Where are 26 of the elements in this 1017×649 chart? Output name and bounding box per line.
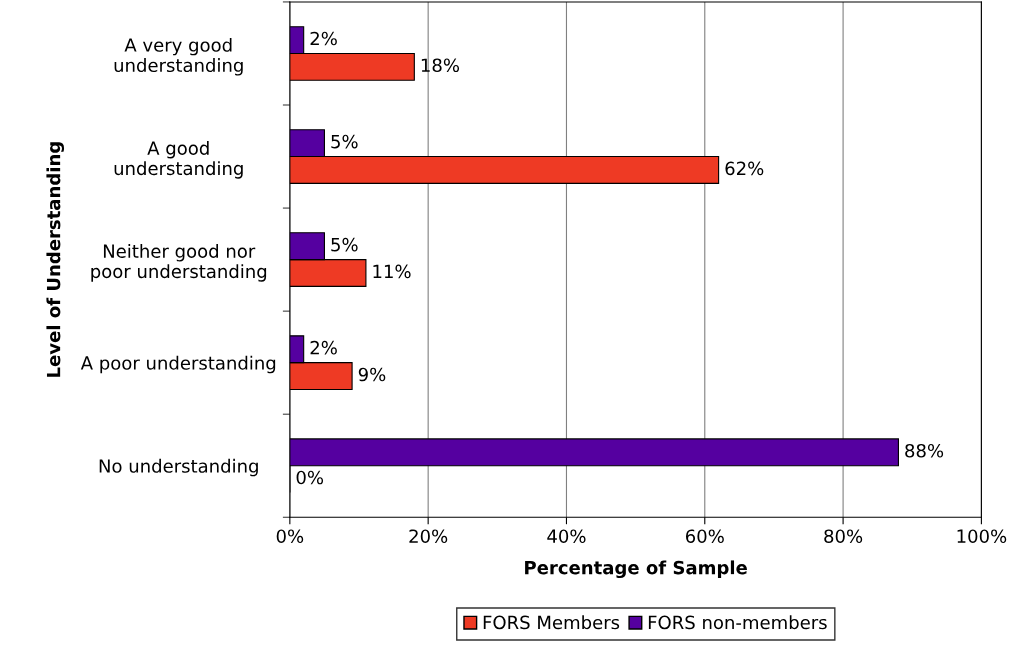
data-label: 62%	[725, 161, 764, 176]
y-tick-label: A good understanding	[114, 140, 243, 179]
x-tick-label: 100%	[957, 529, 1007, 544]
data-label: 0%	[296, 470, 324, 485]
bar	[289, 438, 899, 467]
y-tick-label: A poor understanding	[80, 355, 276, 374]
x-tick-label: 40%	[547, 529, 586, 544]
data-label: 9%	[358, 367, 386, 382]
data-label: 11%	[373, 264, 411, 279]
legend-label: FORS non-members	[648, 615, 827, 630]
legend-label: FORS Members	[483, 615, 620, 630]
x-tick-label: 80%	[824, 529, 863, 544]
data-label: 2%	[310, 340, 337, 355]
x-axis-title: Percentage of Sample	[525, 560, 747, 579]
y-tick-label: A very good understanding	[114, 37, 243, 76]
x-tick-label: 0%	[276, 529, 304, 544]
data-label: 2%	[310, 31, 337, 46]
y-axis-title: Level of Understanding	[46, 142, 65, 377]
x-tick-label: 60%	[685, 529, 724, 544]
data-label: 18%	[421, 58, 460, 73]
y-tick-label: Neither good nor poor understanding	[91, 244, 267, 282]
data-label: 5%	[331, 237, 358, 252]
data-label: 88%	[905, 443, 944, 458]
x-tick-label: 20%	[409, 529, 448, 544]
y-tick-label: No understanding	[99, 458, 258, 477]
data-label: 5%	[331, 134, 358, 149]
